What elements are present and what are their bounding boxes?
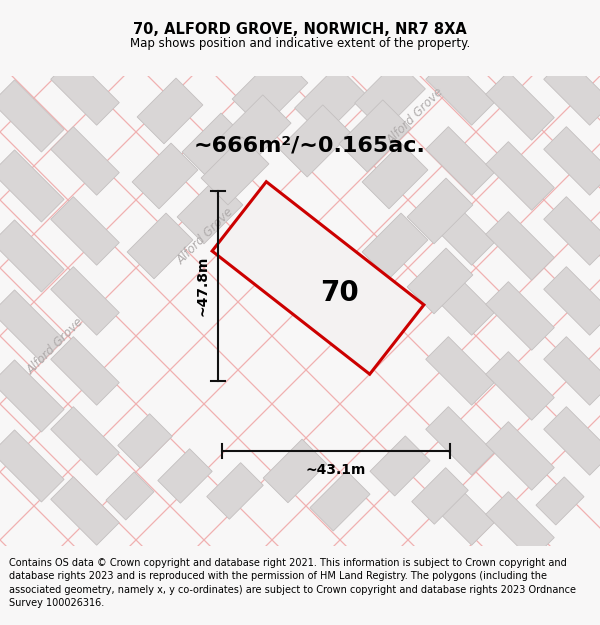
Text: Alford Grove: Alford Grove	[174, 205, 236, 267]
Polygon shape	[407, 178, 473, 244]
Polygon shape	[426, 127, 494, 195]
Polygon shape	[158, 449, 212, 503]
Polygon shape	[426, 407, 494, 475]
Polygon shape	[51, 407, 119, 475]
Polygon shape	[232, 53, 308, 129]
Polygon shape	[486, 72, 554, 140]
Polygon shape	[51, 267, 119, 335]
Polygon shape	[362, 213, 428, 279]
Polygon shape	[310, 471, 370, 531]
Polygon shape	[177, 178, 243, 244]
Polygon shape	[0, 220, 64, 292]
Polygon shape	[0, 290, 64, 362]
Polygon shape	[355, 61, 425, 131]
Polygon shape	[407, 248, 473, 314]
Polygon shape	[426, 57, 494, 125]
Polygon shape	[486, 422, 554, 490]
Polygon shape	[0, 430, 64, 502]
Polygon shape	[544, 407, 600, 475]
Polygon shape	[295, 66, 365, 136]
Polygon shape	[426, 337, 494, 405]
Polygon shape	[51, 197, 119, 265]
Polygon shape	[486, 352, 554, 420]
Text: Map shows position and indicative extent of the property.: Map shows position and indicative extent…	[130, 38, 470, 51]
Text: ~47.8m: ~47.8m	[196, 256, 210, 316]
Text: Contains OS data © Crown copyright and database right 2021. This information is : Contains OS data © Crown copyright and d…	[9, 558, 576, 608]
Text: 70, ALFORD GROVE, NORWICH, NR7 8XA: 70, ALFORD GROVE, NORWICH, NR7 8XA	[133, 22, 467, 38]
Polygon shape	[486, 492, 554, 560]
Polygon shape	[370, 436, 430, 496]
Polygon shape	[212, 182, 424, 374]
Polygon shape	[0, 360, 64, 432]
Polygon shape	[51, 477, 119, 545]
Text: 70: 70	[320, 279, 359, 307]
Polygon shape	[544, 337, 600, 405]
Polygon shape	[279, 105, 351, 177]
Polygon shape	[51, 337, 119, 405]
Polygon shape	[412, 468, 468, 524]
Polygon shape	[106, 472, 154, 520]
Polygon shape	[51, 57, 119, 125]
Polygon shape	[207, 462, 263, 519]
Polygon shape	[0, 150, 64, 222]
Polygon shape	[544, 197, 600, 265]
Polygon shape	[118, 414, 172, 468]
Polygon shape	[132, 143, 198, 209]
Text: Alford Grove: Alford Grove	[384, 85, 446, 147]
Text: Alford Grove: Alford Grove	[24, 315, 86, 377]
Polygon shape	[536, 477, 584, 525]
Text: ~666m²/~0.165ac.: ~666m²/~0.165ac.	[194, 136, 426, 156]
Polygon shape	[544, 267, 600, 335]
Polygon shape	[426, 477, 494, 545]
Polygon shape	[426, 197, 494, 265]
Polygon shape	[486, 142, 554, 210]
Polygon shape	[127, 213, 193, 279]
Polygon shape	[137, 78, 203, 144]
Polygon shape	[219, 95, 291, 167]
Polygon shape	[362, 143, 428, 209]
Polygon shape	[201, 137, 269, 205]
Polygon shape	[263, 439, 327, 503]
Polygon shape	[426, 267, 494, 335]
Polygon shape	[544, 127, 600, 195]
Polygon shape	[51, 127, 119, 195]
Polygon shape	[486, 212, 554, 280]
Polygon shape	[182, 113, 248, 179]
Polygon shape	[544, 57, 600, 125]
Polygon shape	[0, 80, 64, 152]
Polygon shape	[339, 100, 411, 172]
Polygon shape	[486, 282, 554, 350]
Text: ~43.1m: ~43.1m	[306, 463, 366, 477]
